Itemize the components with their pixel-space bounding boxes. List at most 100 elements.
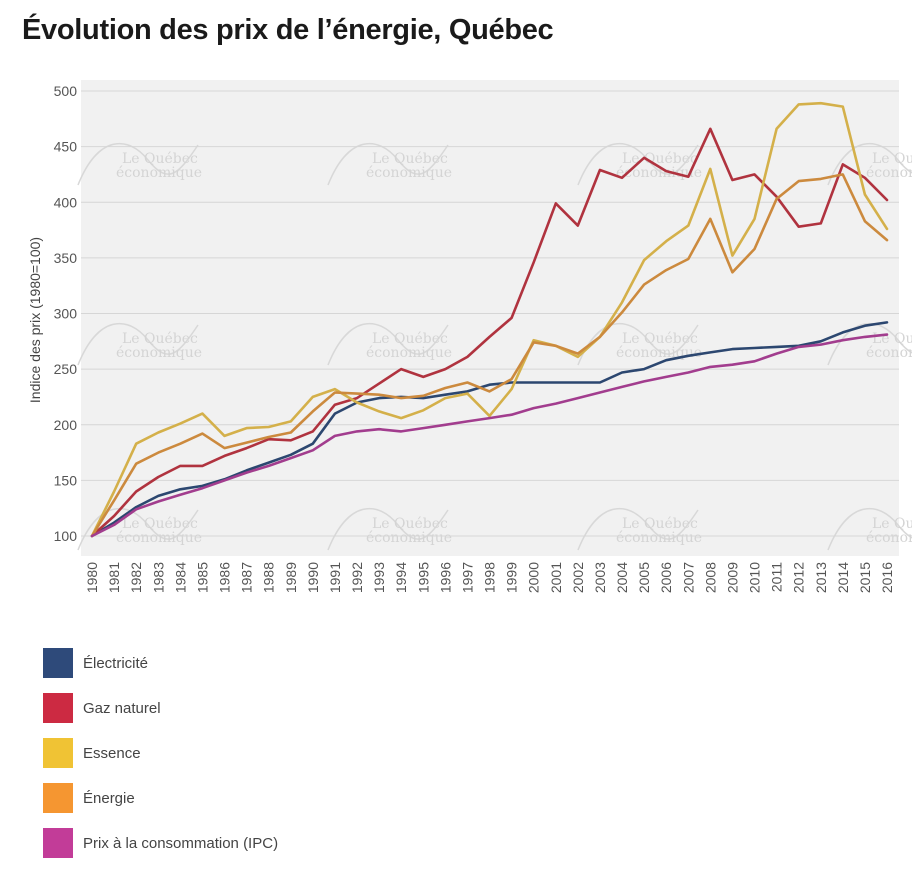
- series-line-2: [90, 101, 889, 538]
- x-tick-label: 2000: [526, 562, 542, 593]
- x-tick-label: 1987: [239, 562, 255, 593]
- legend-swatch: [43, 783, 73, 813]
- y-tick-label: 350: [54, 250, 78, 266]
- y-tick-label: 100: [54, 528, 78, 544]
- legend-swatch: [43, 648, 73, 678]
- svg-text:économique: économique: [116, 530, 202, 546]
- legend-label: Essence: [83, 745, 141, 762]
- x-tick-label: 1996: [437, 562, 453, 593]
- x-tick-label: 1981: [106, 562, 122, 593]
- legend-swatch: [43, 738, 73, 768]
- x-tick-label: 2005: [636, 562, 652, 593]
- svg-text:Le Québec: Le Québec: [872, 516, 912, 532]
- x-tick-label: 2001: [548, 562, 564, 593]
- legend-label: Prix à la consommation (IPC): [83, 835, 279, 852]
- x-tick-label: 1989: [283, 562, 299, 593]
- y-tick-label: 450: [54, 139, 78, 155]
- x-tick-label: 1985: [194, 562, 210, 593]
- svg-text:Le Québec: Le Québec: [122, 331, 198, 347]
- svg-text:Le Québec: Le Québec: [622, 516, 698, 532]
- x-tick-label: 2015: [857, 562, 873, 593]
- legend-item[interactable]: Essence: [43, 738, 443, 770]
- legend-item[interactable]: Gaz naturel: [43, 693, 443, 725]
- legend-label: Électricité: [83, 655, 149, 672]
- x-tick-label: 2009: [724, 562, 740, 593]
- y-tick-label: 300: [54, 306, 78, 322]
- x-tick-label: 2006: [658, 562, 674, 593]
- x-tick-label: 2013: [813, 562, 829, 593]
- chart-title: Évolution des prix de l’énergie, Québec: [22, 14, 554, 46]
- x-tick-label: 1984: [172, 562, 188, 593]
- svg-text:Le Québec: Le Québec: [372, 151, 448, 167]
- svg-text:Le Québec: Le Québec: [372, 331, 448, 347]
- x-tick-label: 2016: [879, 562, 895, 593]
- x-tick-label: 1991: [327, 562, 343, 593]
- x-tick-label: 1995: [415, 562, 431, 593]
- svg-text:Le Québec: Le Québec: [872, 151, 912, 167]
- gridlines: [81, 90, 899, 537]
- x-tick-label: 1994: [393, 562, 409, 593]
- svg-text:économique: économique: [366, 165, 452, 181]
- x-tick-label: 1998: [482, 562, 498, 593]
- x-tick-label: 2004: [614, 562, 630, 593]
- svg-text:Le Québec: Le Québec: [622, 331, 698, 347]
- svg-text:Le Québec: Le Québec: [122, 151, 198, 167]
- y-tick-label: 150: [54, 472, 78, 488]
- svg-text:économique: économique: [616, 530, 702, 546]
- y-tick-label: 200: [54, 417, 78, 433]
- x-tick-label: 2011: [769, 562, 785, 592]
- svg-text:Le Québec: Le Québec: [122, 516, 198, 532]
- x-tick-label: 1997: [459, 562, 475, 593]
- svg-text:économique: économique: [366, 530, 452, 546]
- legend-item[interactable]: Prix à la consommation (IPC): [43, 828, 443, 860]
- x-tick-label: 2002: [570, 562, 586, 593]
- x-tick-label: 1988: [261, 562, 277, 593]
- x-tick-label: 2014: [835, 562, 851, 593]
- svg-text:économique: économique: [866, 165, 912, 181]
- legend-swatch: [43, 828, 73, 858]
- svg-text:économique: économique: [866, 345, 912, 361]
- x-axis-ticks: 1980 1981 1982 1983 1984 1985 1986 1987 1988 1989…: [84, 562, 895, 593]
- svg-text:économique: économique: [116, 165, 202, 181]
- svg-text:économique: économique: [866, 530, 912, 546]
- x-tick-label: 2008: [702, 562, 718, 593]
- y-tick-label: 400: [54, 194, 78, 210]
- x-tick-label: 1986: [217, 562, 233, 593]
- x-tick-label: 1999: [504, 562, 520, 593]
- series-line-3: [90, 173, 889, 538]
- series-line-1: [90, 127, 889, 538]
- legend-label: Gaz naturel: [83, 700, 161, 717]
- svg-text:économique: économique: [616, 165, 702, 181]
- x-tick-label: 1982: [128, 562, 144, 593]
- legend-label: Énergie: [83, 790, 135, 807]
- svg-text:économique: économique: [616, 345, 702, 361]
- x-tick-label: 1980: [84, 562, 100, 593]
- y-tick-label: 500: [54, 83, 78, 99]
- plot-background: [81, 80, 899, 556]
- legend-item[interactable]: Électricité: [43, 648, 443, 680]
- series-line-4: [90, 333, 889, 538]
- legend-swatch: [43, 693, 73, 723]
- svg-text:économique: économique: [116, 345, 202, 361]
- y-axis-label: Indice des prix (1980=100): [27, 237, 43, 403]
- svg-text:Le Québec: Le Québec: [622, 151, 698, 167]
- x-tick-label: 1992: [349, 562, 365, 593]
- series-lines: [90, 101, 889, 538]
- svg-text:économique: économique: [366, 345, 452, 361]
- x-tick-label: 1993: [371, 562, 387, 593]
- x-tick-label: 1983: [150, 562, 166, 593]
- svg-text:Le Québec: Le Québec: [372, 516, 448, 532]
- legend-item[interactable]: Énergie: [43, 783, 443, 815]
